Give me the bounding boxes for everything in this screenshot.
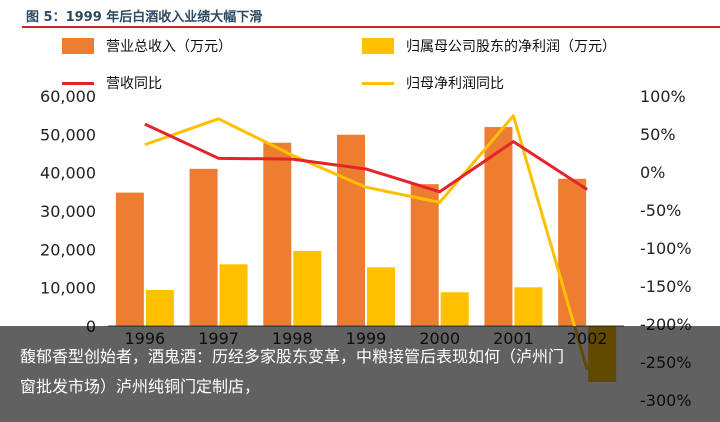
left-axis-tick-label: 20,000: [40, 240, 96, 259]
legend-item-revenue: 营业总收入（万元）: [62, 36, 232, 56]
right-axis-tick-label: -150%: [640, 277, 692, 296]
left-axis-tick-label: 30,000: [40, 202, 96, 221]
right-axis-tick-label: -50%: [640, 201, 681, 220]
legend-swatch-revenue: [62, 38, 94, 54]
bar-revenue: [410, 184, 439, 326]
bar-profit: [440, 292, 469, 326]
figure-title: 图 5：1999 年后白酒收入业绩大幅下滑: [26, 10, 263, 25]
legend-label-revenue: 营业总收入（万元）: [106, 39, 232, 55]
bar-profit: [293, 250, 322, 326]
legend-swatch-profit: [362, 38, 394, 54]
right-axis-tick-label: 50%: [640, 125, 676, 144]
right-axis-tick-label: 0%: [640, 163, 665, 182]
bar-revenue: [484, 127, 513, 326]
left-axis-tick-label: 50,000: [40, 125, 96, 144]
caption-line-2: 窗批发市场）泸州纯铜门定制店，: [20, 377, 261, 396]
left-axis-tick-label: 60,000: [40, 87, 96, 106]
bar-profit: [367, 267, 395, 326]
left-axis-tick-label: 10,000: [40, 279, 96, 298]
bar-revenue: [558, 178, 587, 326]
title-underline: [22, 26, 720, 28]
right-axis-tick-label: 100%: [640, 87, 686, 106]
left-axis-tick-label: 40,000: [40, 164, 96, 183]
figure-header: 图 5：1999 年后白酒收入业绩大幅下滑: [0, 0, 720, 28]
legend-item-revenue-growth: 营收同比: [62, 73, 162, 93]
bar-revenue: [337, 134, 365, 326]
chart-legend: 营业总收入（万元） 归属母公司股东的净利润（万元） 营收同比 归母净利润同比: [62, 36, 702, 94]
caption-line-1: 馥郁香型创始者，酒鬼酒：历经多家股东变革，中粮接管后表现如何（泸州门: [20, 347, 565, 366]
legend-swatch-revenue-growth: [62, 81, 94, 85]
bar-revenue: [263, 142, 292, 326]
line-revenue-growth: [144, 122, 588, 194]
line-profit-growth: [144, 114, 589, 371]
right-axis-tick-label: -100%: [640, 239, 692, 258]
bar-profit: [219, 264, 248, 326]
legend-item-profit-growth: 归母净利润同比: [362, 73, 504, 93]
legend-swatch-profit-growth: [362, 81, 394, 85]
bar-profit: [145, 289, 174, 326]
bar-revenue: [115, 192, 144, 326]
bar-revenue: [189, 168, 218, 326]
legend-label-profit: 归属母公司股东的净利润（万元）: [406, 39, 616, 55]
caption-overlay: 馥郁香型创始者，酒鬼酒：历经多家股东变革，中粮接管后表现如何（泸州门 窗批发市场…: [0, 326, 720, 422]
legend-label-revenue-growth: 营收同比: [106, 76, 162, 92]
legend-item-profit: 归属母公司股东的净利润（万元）: [362, 36, 616, 56]
bar-profit: [514, 287, 543, 326]
legend-label-profit-growth: 归母净利润同比: [406, 76, 504, 92]
